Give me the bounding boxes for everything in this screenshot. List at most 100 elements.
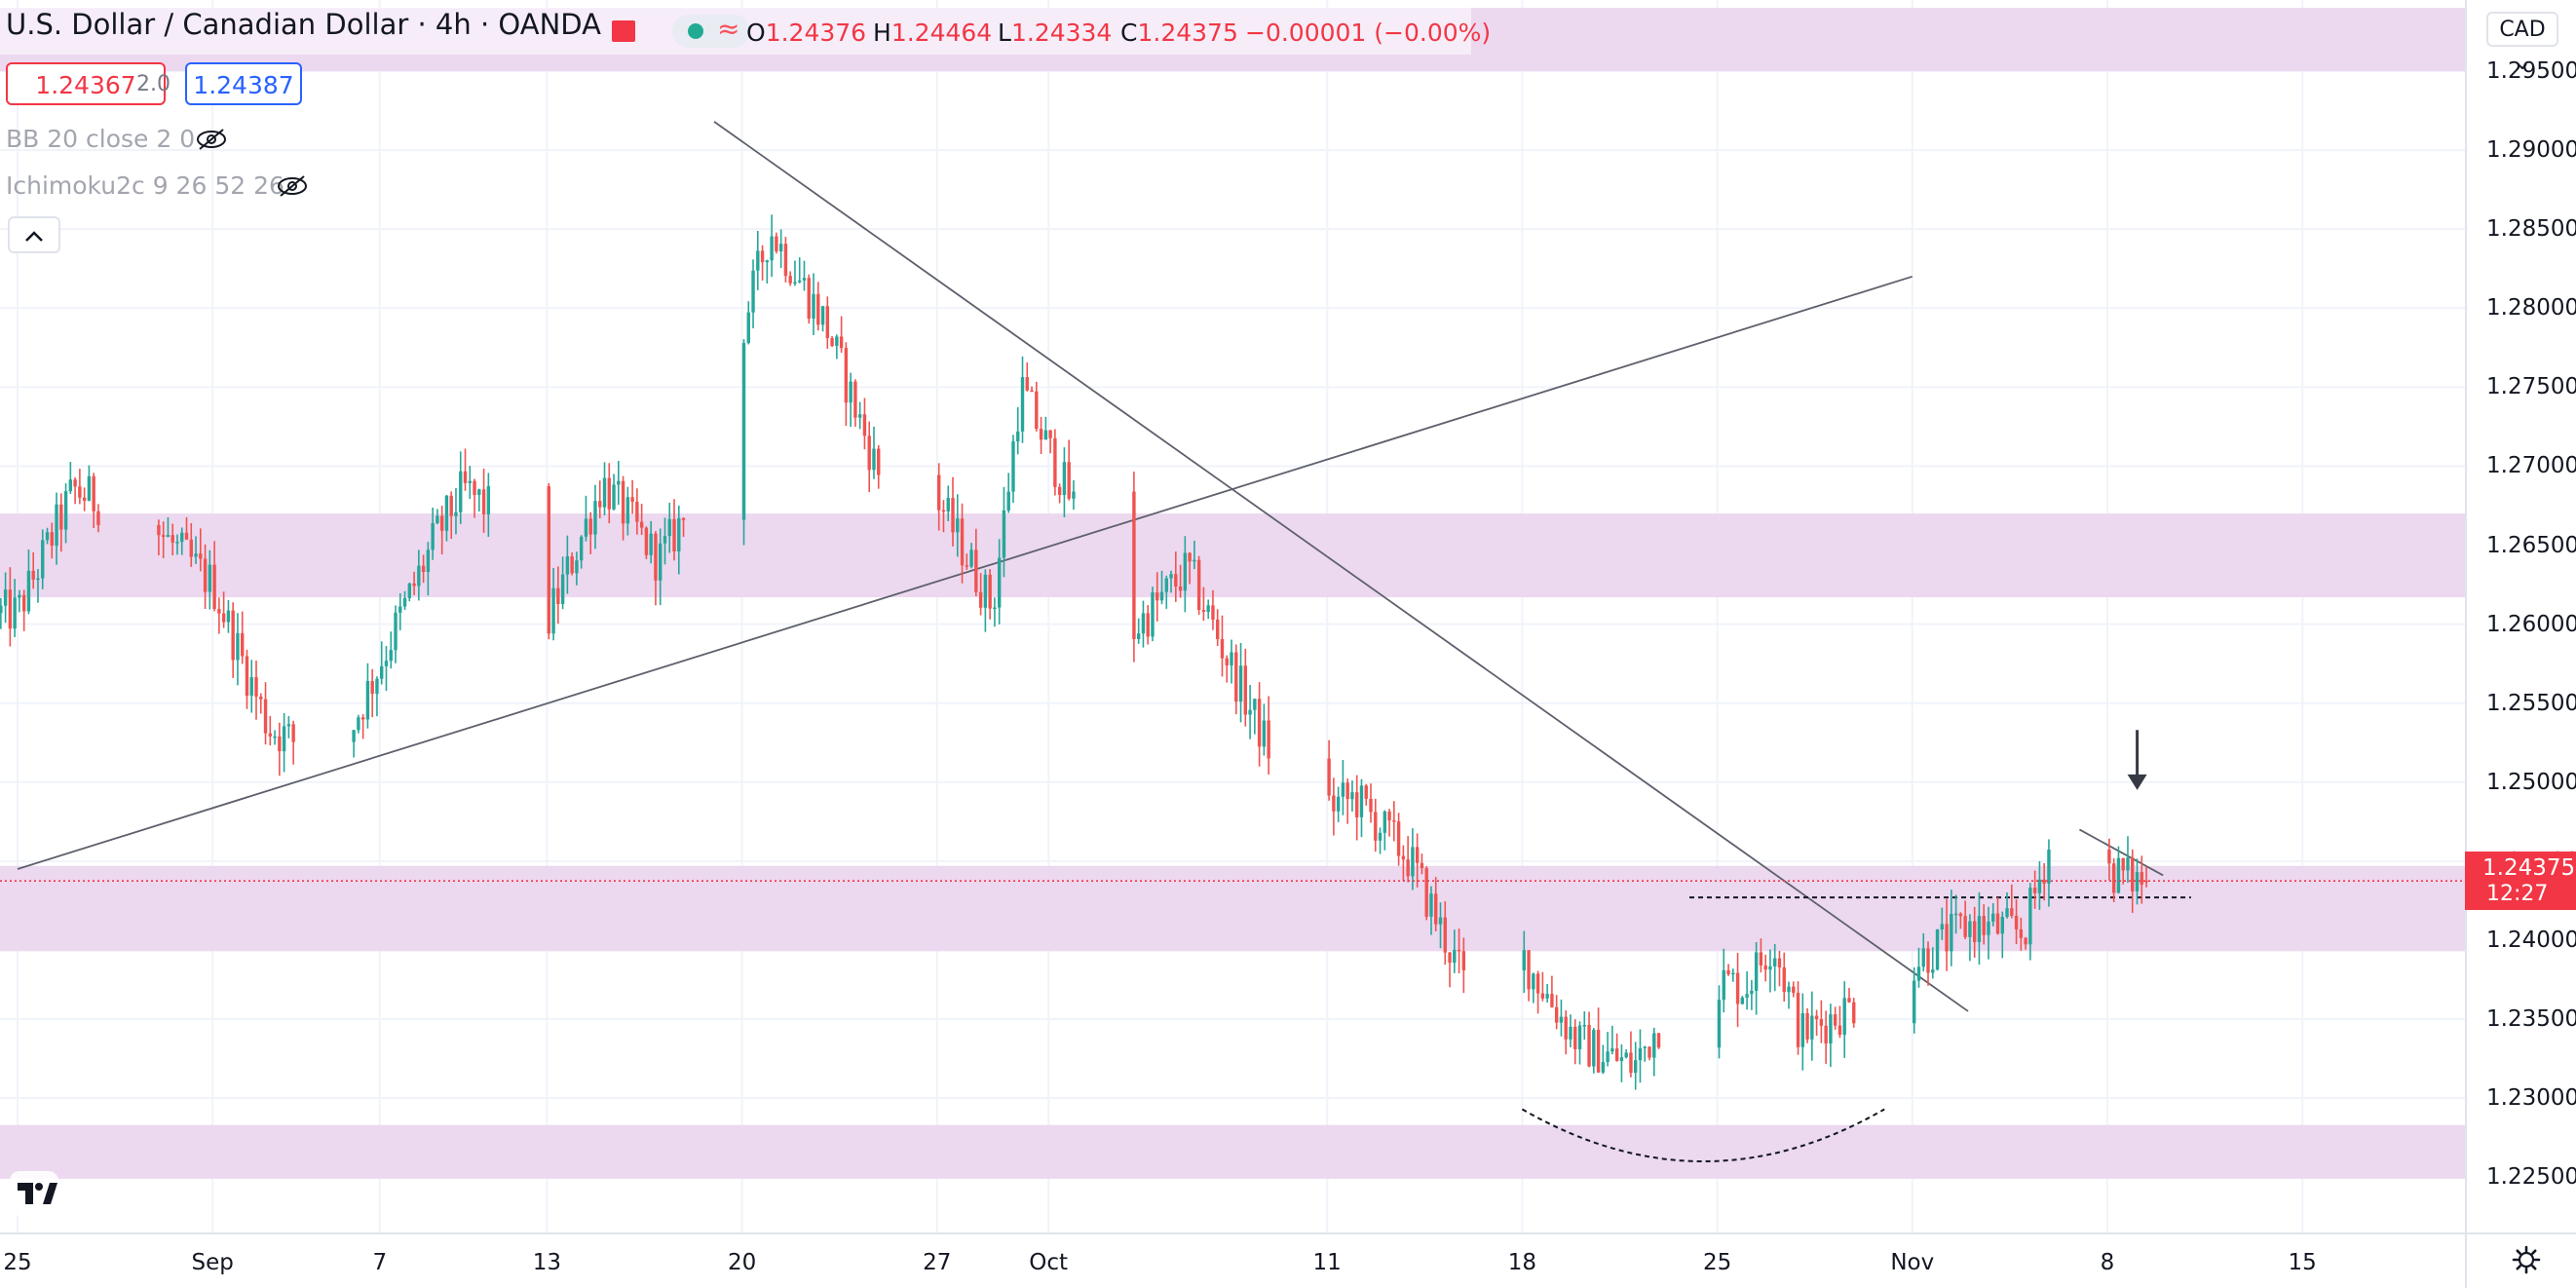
candle-body — [412, 583, 416, 587]
candle-body — [969, 549, 973, 567]
candle-body — [1006, 491, 1010, 511]
candle-body — [1151, 592, 1155, 637]
candle-body — [1248, 709, 1252, 715]
candle-body — [175, 542, 179, 544]
drawings — [17, 121, 2191, 1162]
settings-gear-icon[interactable] — [2512, 1245, 2541, 1274]
candle-body — [1406, 859, 1410, 877]
candle-body — [556, 587, 560, 605]
candle-body — [956, 518, 960, 533]
candle-body — [1777, 958, 1782, 967]
candle-body — [1011, 441, 1015, 492]
candle-body — [830, 337, 834, 346]
candle-body — [547, 486, 551, 634]
candle-body — [1717, 1000, 1722, 1048]
candle-body — [741, 343, 746, 520]
candle-body — [2010, 908, 2014, 916]
buy-button[interactable]: 1.24387 — [185, 62, 302, 105]
candle-body — [1234, 652, 1238, 702]
candle-body — [1722, 969, 1725, 1001]
price-tick-label: 1.24000 — [2486, 927, 2576, 953]
candle-body — [1174, 574, 1178, 587]
candle-body — [1754, 952, 1759, 991]
candle-body — [1374, 812, 1378, 841]
candle-body — [2126, 857, 2130, 871]
candle-body — [788, 276, 792, 284]
candle-body — [2037, 879, 2042, 893]
candle-body — [463, 471, 468, 483]
candle-body — [1824, 1025, 1828, 1044]
candle-body — [1220, 638, 1225, 659]
candle-body — [365, 681, 370, 720]
candle-body — [2014, 915, 2019, 929]
time-tick-label: 15 — [2288, 1250, 2317, 1275]
time-scale[interactable]: 25 Sep 7 13 20 27 Oct 11 18 25 Nov 8 15 — [0, 1232, 2465, 1288]
candle-body — [170, 535, 174, 543]
candle-body — [1652, 1033, 1656, 1058]
candle-body — [1796, 992, 1800, 1047]
eye-off-icon[interactable] — [276, 174, 309, 198]
candle-body — [667, 518, 671, 537]
sell-button[interactable]: 1.24367 — [6, 62, 166, 105]
trendline — [713, 121, 1969, 1012]
candle-body — [1740, 997, 1745, 1004]
candle-body — [1016, 431, 1020, 442]
candle-body — [1420, 862, 1424, 869]
candle-body — [820, 306, 825, 325]
indicator-bb-label[interactable]: BB 20 close 2 0 — [6, 125, 196, 153]
tradingview-logo-icon[interactable] — [10, 1171, 58, 1216]
symbol-title[interactable]: U.S. Dollar / Canadian Dollar · 4h · OAN… — [6, 8, 601, 41]
arrow-down-head — [2127, 774, 2147, 790]
candle-body — [68, 479, 73, 492]
candle-body — [997, 557, 1002, 608]
candle-body — [765, 260, 770, 263]
ohlc-open: O1.24376 — [746, 19, 867, 47]
flag-icon[interactable] — [612, 20, 635, 42]
chevron-up-icon[interactable] — [8, 216, 60, 253]
candle-body — [1913, 980, 1916, 1024]
candle-body — [444, 495, 449, 531]
indicator-ichimoku-label[interactable]: Ichimoku2c 9 26 52 26 — [6, 171, 284, 200]
candle-body — [1763, 966, 1767, 970]
candle-body — [1945, 924, 1949, 952]
time-tick-label: Sep — [191, 1250, 234, 1275]
candle-body — [2111, 863, 2116, 893]
candlestick-chart[interactable] — [0, 0, 2465, 1232]
candle-body — [1461, 951, 1466, 970]
candle-body — [55, 504, 58, 547]
candle-body — [1554, 1006, 1559, 1023]
candle-body — [1206, 605, 1210, 612]
candle-body — [1448, 952, 1452, 964]
market-status-icon[interactable] — [672, 15, 750, 48]
candle-body — [473, 480, 476, 495]
candle-body — [2116, 857, 2121, 893]
candle-body — [1369, 798, 1373, 813]
candle-body — [941, 510, 946, 512]
chart-grid — [0, 0, 2465, 1232]
price-scale[interactable]: 1.29500 1.29000 1.28500 1.28000 1.27500 1.270… — [2465, 0, 2576, 1232]
candle-body — [1359, 785, 1364, 817]
candle-body — [1638, 1047, 1643, 1061]
candle-body — [1745, 994, 1749, 998]
candle-body — [1750, 990, 1754, 995]
candle-body — [180, 532, 184, 543]
candle-body — [2135, 872, 2140, 891]
candle-body — [867, 436, 871, 471]
candle-body — [1424, 868, 1428, 917]
candle-body — [199, 553, 203, 559]
candle-body — [1592, 1030, 1596, 1067]
eye-off-icon[interactable] — [195, 128, 228, 151]
candle-body — [672, 518, 676, 551]
candle-body — [217, 609, 221, 614]
candle-body — [454, 511, 458, 516]
candle-body — [2140, 872, 2143, 885]
candle-body — [286, 724, 291, 727]
candle-body — [793, 282, 797, 284]
candle-body — [835, 336, 839, 346]
currency-button[interactable]: CAD ⌄ — [2486, 12, 2558, 75]
candle-body — [663, 536, 667, 544]
candle-body — [1188, 552, 1192, 562]
candle-body — [1601, 1062, 1606, 1073]
candle-body — [1392, 820, 1396, 822]
candle-body — [1634, 1060, 1638, 1074]
